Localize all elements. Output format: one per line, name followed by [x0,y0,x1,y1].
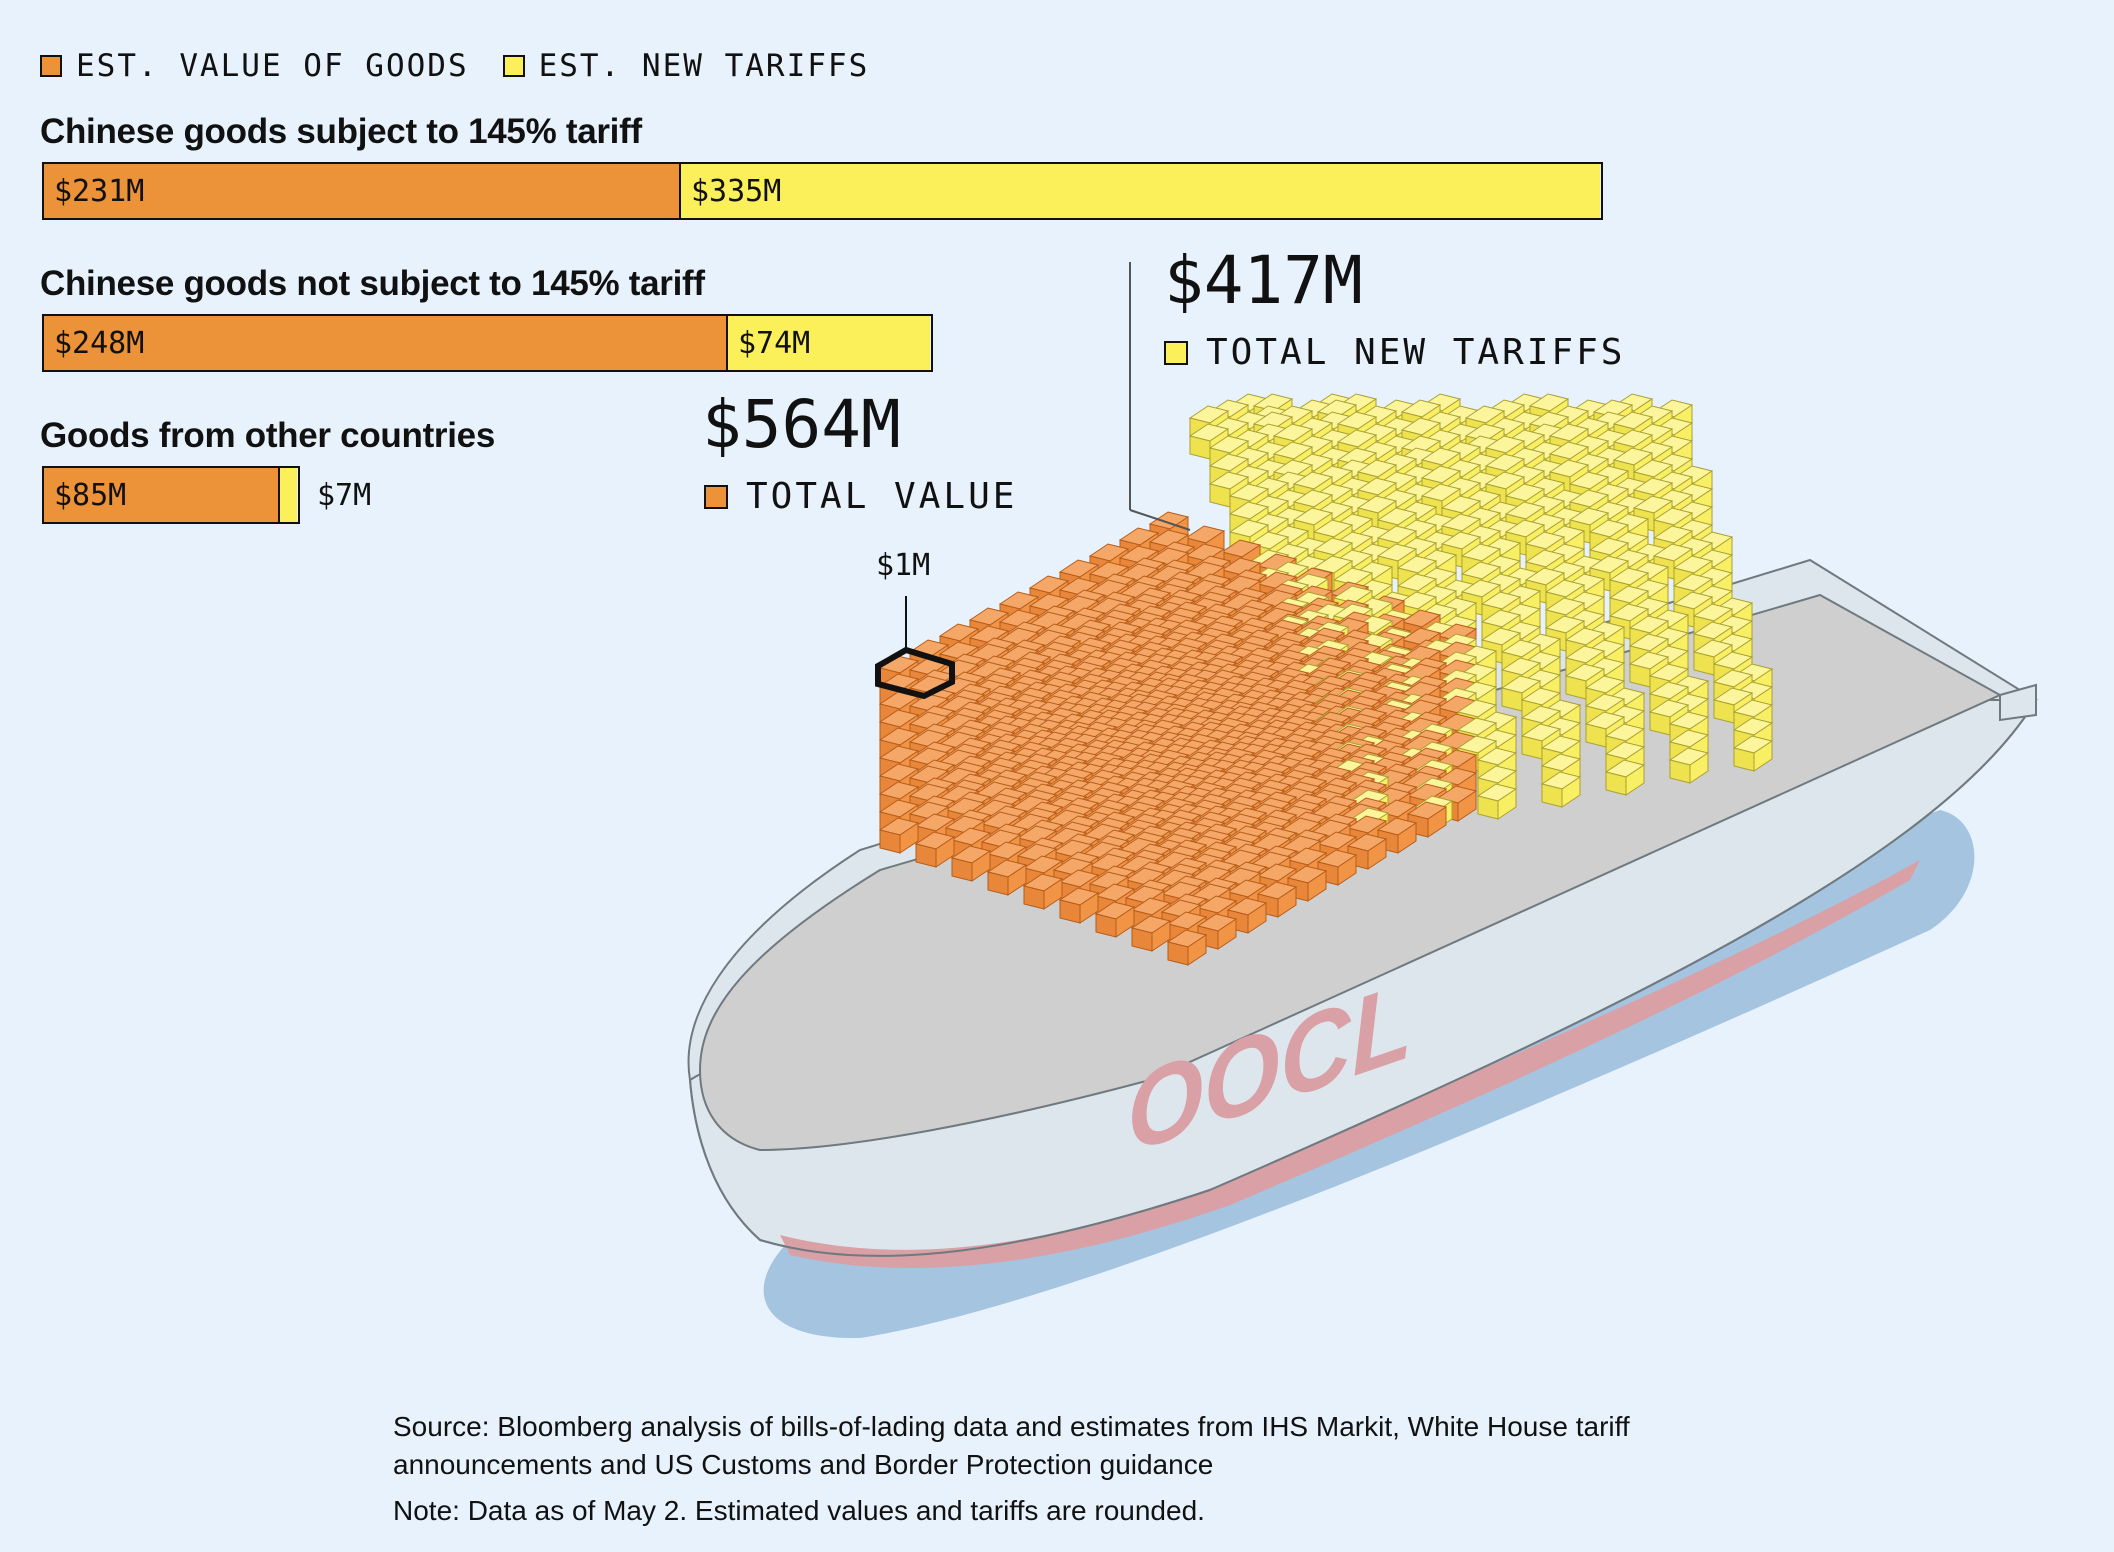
legend-label-tariffs: EST. NEW TARIFFS [538,48,870,84]
unit-callout-label: $1M [876,548,931,583]
legend-label-goods: EST. VALUE OF GOODS [76,48,469,84]
container-tariff [1732,735,1774,772]
bar-segment-tariffs [278,468,297,522]
bar-outside-label-tariffs: $7M [317,478,372,513]
container-goods [1130,915,1172,952]
container-goods [878,817,920,854]
container-tariff [1540,771,1582,808]
total-tariffs-swatch [1164,340,1188,365]
legend-item-tariffs: EST. NEW TARIFFS [502,48,870,84]
container-goods [1094,901,1136,938]
container-goods [986,859,1028,896]
data-note: Note: Data as of May 2. Estimated values… [393,1495,1205,1526]
bar-other: $85M [42,466,300,524]
container-goods [1166,929,1208,966]
bar-segment-tariffs: $335M [679,164,1600,218]
total-value-label: TOTAL VALUE [746,476,1018,517]
callout-lines [875,262,1191,700]
total-tariffs-label-row: TOTAL NEW TARIFFS [1164,332,1625,373]
total-value-amount: $564M [702,386,901,463]
source-note: Source: Bloomberg analysis of bills-of-l… [393,1411,1630,1480]
total-tariffs-label: TOTAL NEW TARIFFS [1206,332,1626,373]
legend: EST. VALUE OF GOODS EST. NEW TARIFFS [40,48,889,84]
container-goods [950,845,992,882]
container-tariff [1604,759,1646,796]
bar-segment-goods: $231M [44,164,679,218]
container-goods [1226,897,1268,934]
total-value-swatch [704,484,728,509]
container-tariff [1668,747,1710,784]
unit-container-highlight [875,646,955,700]
container-stacks [878,393,1774,966]
legend-swatch-tariffs [502,55,525,77]
bar-title-subject: Chinese goods subject to 145% tariff [40,112,642,151]
legend-item-goods: EST. VALUE OF GOODS [40,48,469,84]
bar-segment-goods: $85M [44,468,278,522]
container-tariff [1628,651,1670,688]
bar-segment-goods: $248M [44,316,726,370]
bar-title-not-subject: Chinese goods not subject to 145% tariff [40,264,705,303]
legend-swatch-goods [40,55,62,77]
bar-segment-tariffs: $74M [726,316,930,370]
bar-not-subject: $248M $74M [42,314,933,372]
container-tariff [1476,783,1518,820]
bar-title-other: Goods from other countries [40,416,496,455]
total-tariffs-amount: $417M [1164,242,1363,319]
container-goods [1022,873,1064,910]
total-value-label-row: TOTAL VALUE [704,476,1017,517]
container-goods [1058,887,1100,924]
bar-subject: $231M $335M [42,162,1603,220]
container-goods [914,831,956,868]
